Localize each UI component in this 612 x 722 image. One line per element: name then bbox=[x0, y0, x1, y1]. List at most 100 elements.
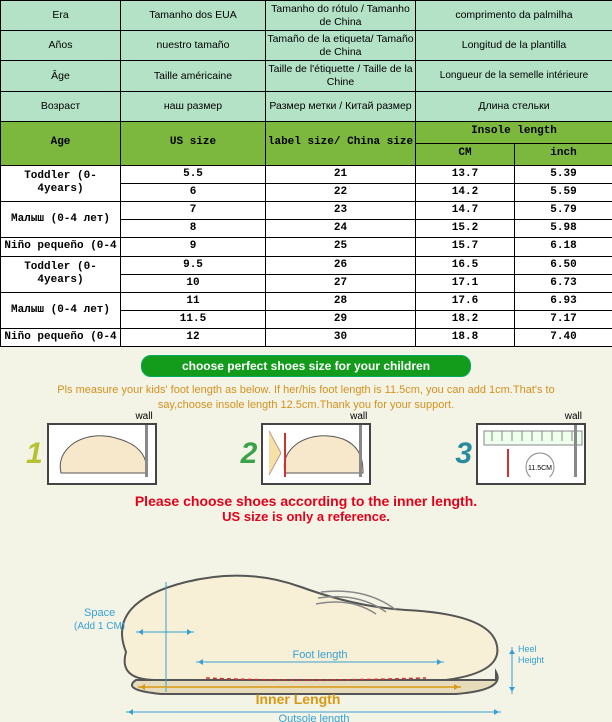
hdr-label-fr: Taille de l'étiquette / Taille de la Chi… bbox=[266, 61, 416, 91]
cell-us: 12 bbox=[121, 329, 266, 347]
space-sub: (Add 1 CM) bbox=[74, 621, 125, 632]
cell-cm: 14.2 bbox=[416, 183, 515, 201]
cell-inch: 6.73 bbox=[515, 274, 612, 292]
svg-text:Heel: Heel bbox=[518, 644, 537, 654]
guide-section: choose perfect shoes size for your child… bbox=[0, 347, 612, 722]
step-2-diagram: wall bbox=[261, 423, 371, 485]
table-row: Toddler (0-4years)9.52616.56.50 bbox=[1, 256, 612, 274]
cell-inch: 5.39 bbox=[515, 165, 612, 183]
hdr-age-es: Años bbox=[1, 31, 121, 61]
header-row-en: Age US size label size/ China size Insol… bbox=[1, 121, 612, 143]
header-row-ru: Возраст наш размер Размер метки / Китай … bbox=[1, 91, 612, 121]
cell-cm: 15.2 bbox=[416, 220, 515, 238]
step-1: 1 wall bbox=[26, 423, 157, 485]
hdr-age-pt: Era bbox=[1, 1, 121, 31]
hdr-us-fr: Taille américaine bbox=[121, 61, 266, 91]
cell-label: 21 bbox=[266, 165, 416, 183]
cell-us: 9.5 bbox=[121, 256, 266, 274]
hdr-us-es: nuestro tamaño bbox=[121, 31, 266, 61]
foot-icon bbox=[263, 425, 373, 477]
cell-age: Niño pequeño (0-4 bbox=[1, 238, 121, 256]
banner: choose perfect shoes size for your child… bbox=[141, 355, 471, 377]
wall-label-3: wall bbox=[565, 411, 582, 422]
step-3-diagram: wall 11.5CM bbox=[476, 423, 586, 485]
step-3: 3 wall 11.5CM bbox=[455, 423, 586, 485]
step-number-1: 1 bbox=[26, 437, 43, 471]
wall-label-1: wall bbox=[135, 411, 152, 422]
cell-inch: 6.50 bbox=[515, 256, 612, 274]
header-row-es: Años nuestro tamaño Tamaño de la etiquet… bbox=[1, 31, 612, 61]
cell-age: Toddler (0-4years) bbox=[1, 256, 121, 292]
header-row-fr: Âge Taille américaine Taille de l'étique… bbox=[1, 61, 612, 91]
cell-label: 25 bbox=[266, 238, 416, 256]
svg-text:Height: Height bbox=[518, 655, 545, 665]
hdr-us-pt: Tamanho dos EUA bbox=[121, 1, 266, 31]
table-row: Niño pequeño (0-492515.76.18 bbox=[1, 238, 612, 256]
cell-label: 26 bbox=[266, 256, 416, 274]
cell-age: Малыш (0-4 лет) bbox=[1, 201, 121, 237]
hdr-label-en: label size/ China size bbox=[266, 121, 416, 165]
hdr-inch: inch bbox=[515, 143, 612, 165]
cell-age: Toddler (0-4years) bbox=[1, 165, 121, 201]
cell-label: 30 bbox=[266, 329, 416, 347]
cell-label: 29 bbox=[266, 311, 416, 329]
step-number-2: 2 bbox=[241, 437, 258, 471]
cell-us: 11.5 bbox=[121, 311, 266, 329]
cell-label: 22 bbox=[266, 183, 416, 201]
cell-inch: 6.18 bbox=[515, 238, 612, 256]
header-row-pt: Era Tamanho dos EUA Tamanho do rótulo / … bbox=[1, 1, 612, 31]
cell-label: 23 bbox=[266, 201, 416, 219]
cell-label: 28 bbox=[266, 292, 416, 310]
foot-length-label: Foot length bbox=[292, 649, 347, 661]
step-1-diagram: wall bbox=[47, 423, 157, 485]
hdr-label-ru: Размер метки / Китай размер bbox=[266, 91, 416, 121]
cell-cm: 16.5 bbox=[416, 256, 515, 274]
instruction-text: Pls measure your kids' foot length as be… bbox=[0, 383, 612, 423]
cell-us: 7 bbox=[121, 201, 266, 219]
cell-inch: 5.79 bbox=[515, 201, 612, 219]
cell-label: 27 bbox=[266, 274, 416, 292]
warning-line-2: US size is only a reference. bbox=[0, 509, 612, 524]
table-row: Niño pequeño (0-4123018.87.40 bbox=[1, 329, 612, 347]
hdr-insole-es: Longitud de la plantilla bbox=[416, 31, 612, 61]
cell-us: 8 bbox=[121, 220, 266, 238]
table-row: Малыш (0-4 лет)112817.66.93 bbox=[1, 292, 612, 310]
cell-us: 9 bbox=[121, 238, 266, 256]
table-row: Toddler (0-4years)5.52113.75.39 bbox=[1, 165, 612, 183]
cell-label: 24 bbox=[266, 220, 416, 238]
hdr-us-en: US size bbox=[121, 121, 266, 165]
cell-cm: 13.7 bbox=[416, 165, 515, 183]
cell-us: 5.5 bbox=[121, 165, 266, 183]
foot-icon bbox=[49, 425, 159, 477]
measure-value: 11.5CM bbox=[528, 465, 552, 472]
cell-cm: 17.6 bbox=[416, 292, 515, 310]
hdr-cm: CM bbox=[416, 143, 515, 165]
cell-age: Niño pequeño (0-4 bbox=[1, 329, 121, 347]
cell-inch: 5.98 bbox=[515, 220, 612, 238]
cell-cm: 17.1 bbox=[416, 274, 515, 292]
hdr-label-pt: Tamanho do rótulo / Tamanho de China bbox=[266, 1, 416, 31]
hdr-insole-en: Insole length bbox=[416, 121, 612, 143]
measurement-steps: 1 wall 2 wall 3 bbox=[26, 423, 586, 485]
step-2: 2 wall bbox=[241, 423, 372, 485]
hdr-insole-pt: comprimento da palmilha bbox=[416, 1, 612, 31]
warning-line-1: Please choose shoes according to the inn… bbox=[0, 493, 612, 509]
cell-inch: 6.93 bbox=[515, 292, 612, 310]
cell-cm: 14.7 bbox=[416, 201, 515, 219]
shoe-diagram: Space (Add 1 CM) Foot length Inner Lengt… bbox=[66, 532, 546, 722]
hdr-age-fr: Âge bbox=[1, 61, 121, 91]
cell-inch: 5.59 bbox=[515, 183, 612, 201]
cell-us: 11 bbox=[121, 292, 266, 310]
wall-label-2: wall bbox=[350, 411, 367, 422]
size-table: Era Tamanho dos EUA Tamanho do rótulo / … bbox=[0, 0, 612, 347]
cell-us: 10 bbox=[121, 274, 266, 292]
cell-cm: 18.8 bbox=[416, 329, 515, 347]
cell-cm: 18.2 bbox=[416, 311, 515, 329]
cell-inch: 7.17 bbox=[515, 311, 612, 329]
hdr-label-es: Tamaño de la etiqueta/ Tamaño de China bbox=[266, 31, 416, 61]
ruler-icon: 11.5CM bbox=[478, 425, 588, 477]
cell-cm: 15.7 bbox=[416, 238, 515, 256]
hdr-us-ru: наш размер bbox=[121, 91, 266, 121]
inner-length-label: Inner Length bbox=[256, 691, 341, 707]
hdr-age-ru: Возраст bbox=[1, 91, 121, 121]
